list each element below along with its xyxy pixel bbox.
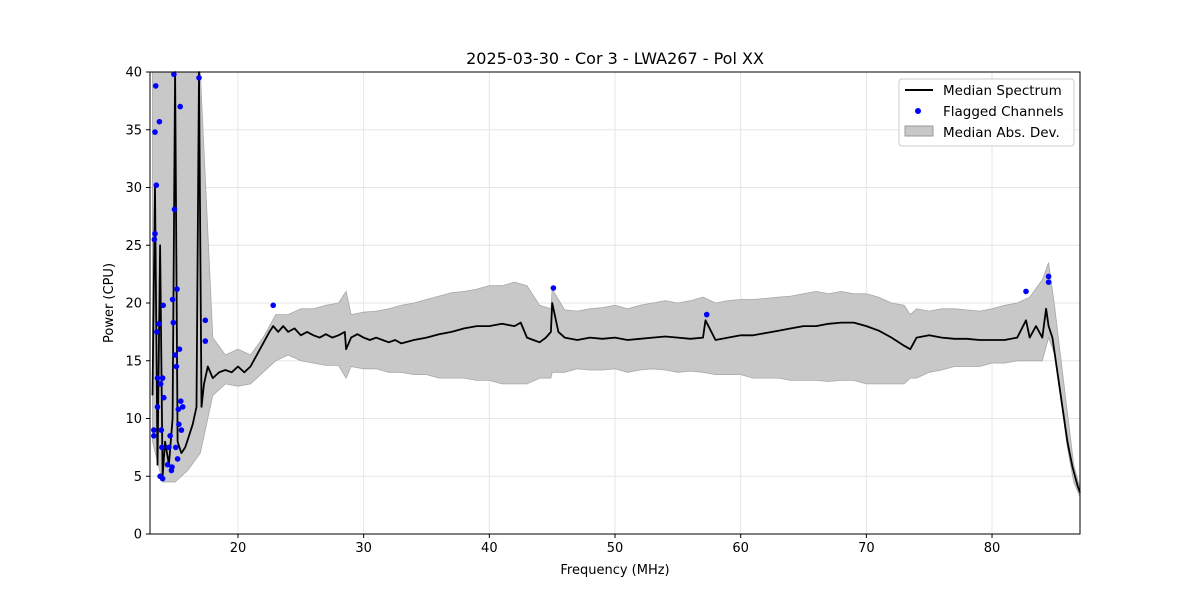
x-tick-label: 30 bbox=[355, 541, 372, 556]
flagged-channel-point bbox=[177, 103, 183, 110]
flagged-channel-point bbox=[175, 406, 182, 413]
flagged-channel-point bbox=[154, 329, 160, 335]
flagged-channel-point bbox=[169, 464, 175, 470]
flagged-channel-point bbox=[158, 427, 165, 433]
y-axis-label: Power (CPU) bbox=[102, 263, 117, 343]
y-tick-label: 15 bbox=[125, 354, 142, 369]
legend-label-mad: Median Abs. Dev. bbox=[943, 125, 1060, 141]
legend-patch-swatch bbox=[904, 125, 934, 137]
flagged-channel-point bbox=[178, 427, 185, 433]
flagged-channel-point bbox=[176, 421, 182, 428]
flagged-channel-point bbox=[172, 352, 178, 358]
flagged-channel-point bbox=[173, 363, 180, 370]
chart-title: 2025-03-30 - Cor 3 - LWA267 - Pol XX bbox=[466, 49, 764, 68]
flagged-channel-point bbox=[159, 475, 166, 482]
flagged-channel-point bbox=[174, 456, 181, 462]
flagged-channel-point bbox=[151, 427, 157, 433]
flagged-channel-point bbox=[167, 433, 173, 439]
flagged-channel-point bbox=[1045, 273, 1052, 280]
flagged-channel-point bbox=[166, 444, 172, 451]
flagged-channel-point bbox=[161, 394, 167, 401]
flagged-channel-point bbox=[179, 404, 186, 410]
x-tick-label: 40 bbox=[481, 541, 498, 556]
flagged-channel-point bbox=[152, 230, 158, 237]
flagged-channel-point bbox=[154, 375, 161, 381]
legend-label-flagged: Flagged Channels bbox=[943, 104, 1064, 120]
legend-box bbox=[898, 78, 1075, 147]
x-tick-label: 60 bbox=[732, 541, 749, 556]
y-tick-label: 5 bbox=[134, 470, 142, 485]
flagged-channel-point bbox=[159, 444, 165, 451]
flagged-channel-point bbox=[171, 71, 177, 78]
flagged-channel-point bbox=[159, 375, 166, 381]
flagged-channel-point bbox=[153, 182, 160, 188]
y-tick-label: 20 bbox=[125, 297, 142, 312]
flagged-channel-point bbox=[270, 302, 277, 309]
flagged-channel-point bbox=[152, 129, 158, 135]
axis-ticks: 20 30 40 50 60 70 80 0 5 10 15 20 25 30 35 40 bbox=[125, 66, 1000, 557]
flagged-channel-point bbox=[157, 381, 164, 387]
x-tick-label: 80 bbox=[984, 541, 1001, 556]
flagged-channel-point bbox=[171, 206, 178, 213]
flagged-channel-point bbox=[202, 317, 209, 324]
flagged-channel-point bbox=[202, 338, 209, 344]
flagged-channel-point bbox=[151, 236, 158, 243]
flagged-channel-point bbox=[178, 398, 184, 405]
flagged-channel-point bbox=[156, 118, 163, 125]
median-line-group bbox=[151, 71, 1081, 493]
flagged-channel-point bbox=[196, 75, 202, 81]
y-tick-label: 30 bbox=[125, 181, 142, 196]
y-tick-label: 40 bbox=[125, 66, 142, 81]
x-axis-label: Frequency (MHz) bbox=[560, 563, 669, 578]
flagged-channel-point bbox=[160, 302, 166, 309]
flagged-channel-point bbox=[154, 404, 161, 410]
flagged-channel-point bbox=[169, 296, 176, 303]
flagged-points-group bbox=[151, 71, 1052, 482]
flagged-channel-point bbox=[176, 346, 183, 353]
flagged-channel-point bbox=[170, 319, 177, 326]
flagged-channel-point bbox=[1023, 288, 1029, 295]
x-tick-label: 20 bbox=[230, 541, 247, 556]
y-tick-label: 10 bbox=[125, 412, 142, 427]
flagged-channel-point bbox=[152, 83, 159, 89]
flagged-channel-point bbox=[173, 444, 179, 451]
y-tick-label: 35 bbox=[125, 123, 142, 138]
x-tick-label: 70 bbox=[858, 541, 875, 556]
legend: Median Spectrum Flagged Channels Median … bbox=[898, 78, 1075, 147]
flagged-channel-point bbox=[164, 461, 171, 468]
x-tick-label: 50 bbox=[607, 541, 624, 556]
flagged-channel-point bbox=[151, 433, 157, 439]
flagged-channel-point bbox=[174, 286, 180, 292]
flagged-channel-point bbox=[550, 285, 557, 291]
y-tick-label: 25 bbox=[125, 239, 142, 254]
flagged-channel-point bbox=[703, 311, 710, 318]
y-tick-label: 0 bbox=[134, 528, 142, 543]
legend-marker-swatch bbox=[915, 108, 921, 114]
flagged-channel-point bbox=[156, 321, 162, 327]
median-spectrum-line bbox=[151, 71, 1081, 493]
legend-label-median: Median Spectrum bbox=[943, 83, 1062, 99]
flagged-channel-point bbox=[1045, 279, 1052, 286]
